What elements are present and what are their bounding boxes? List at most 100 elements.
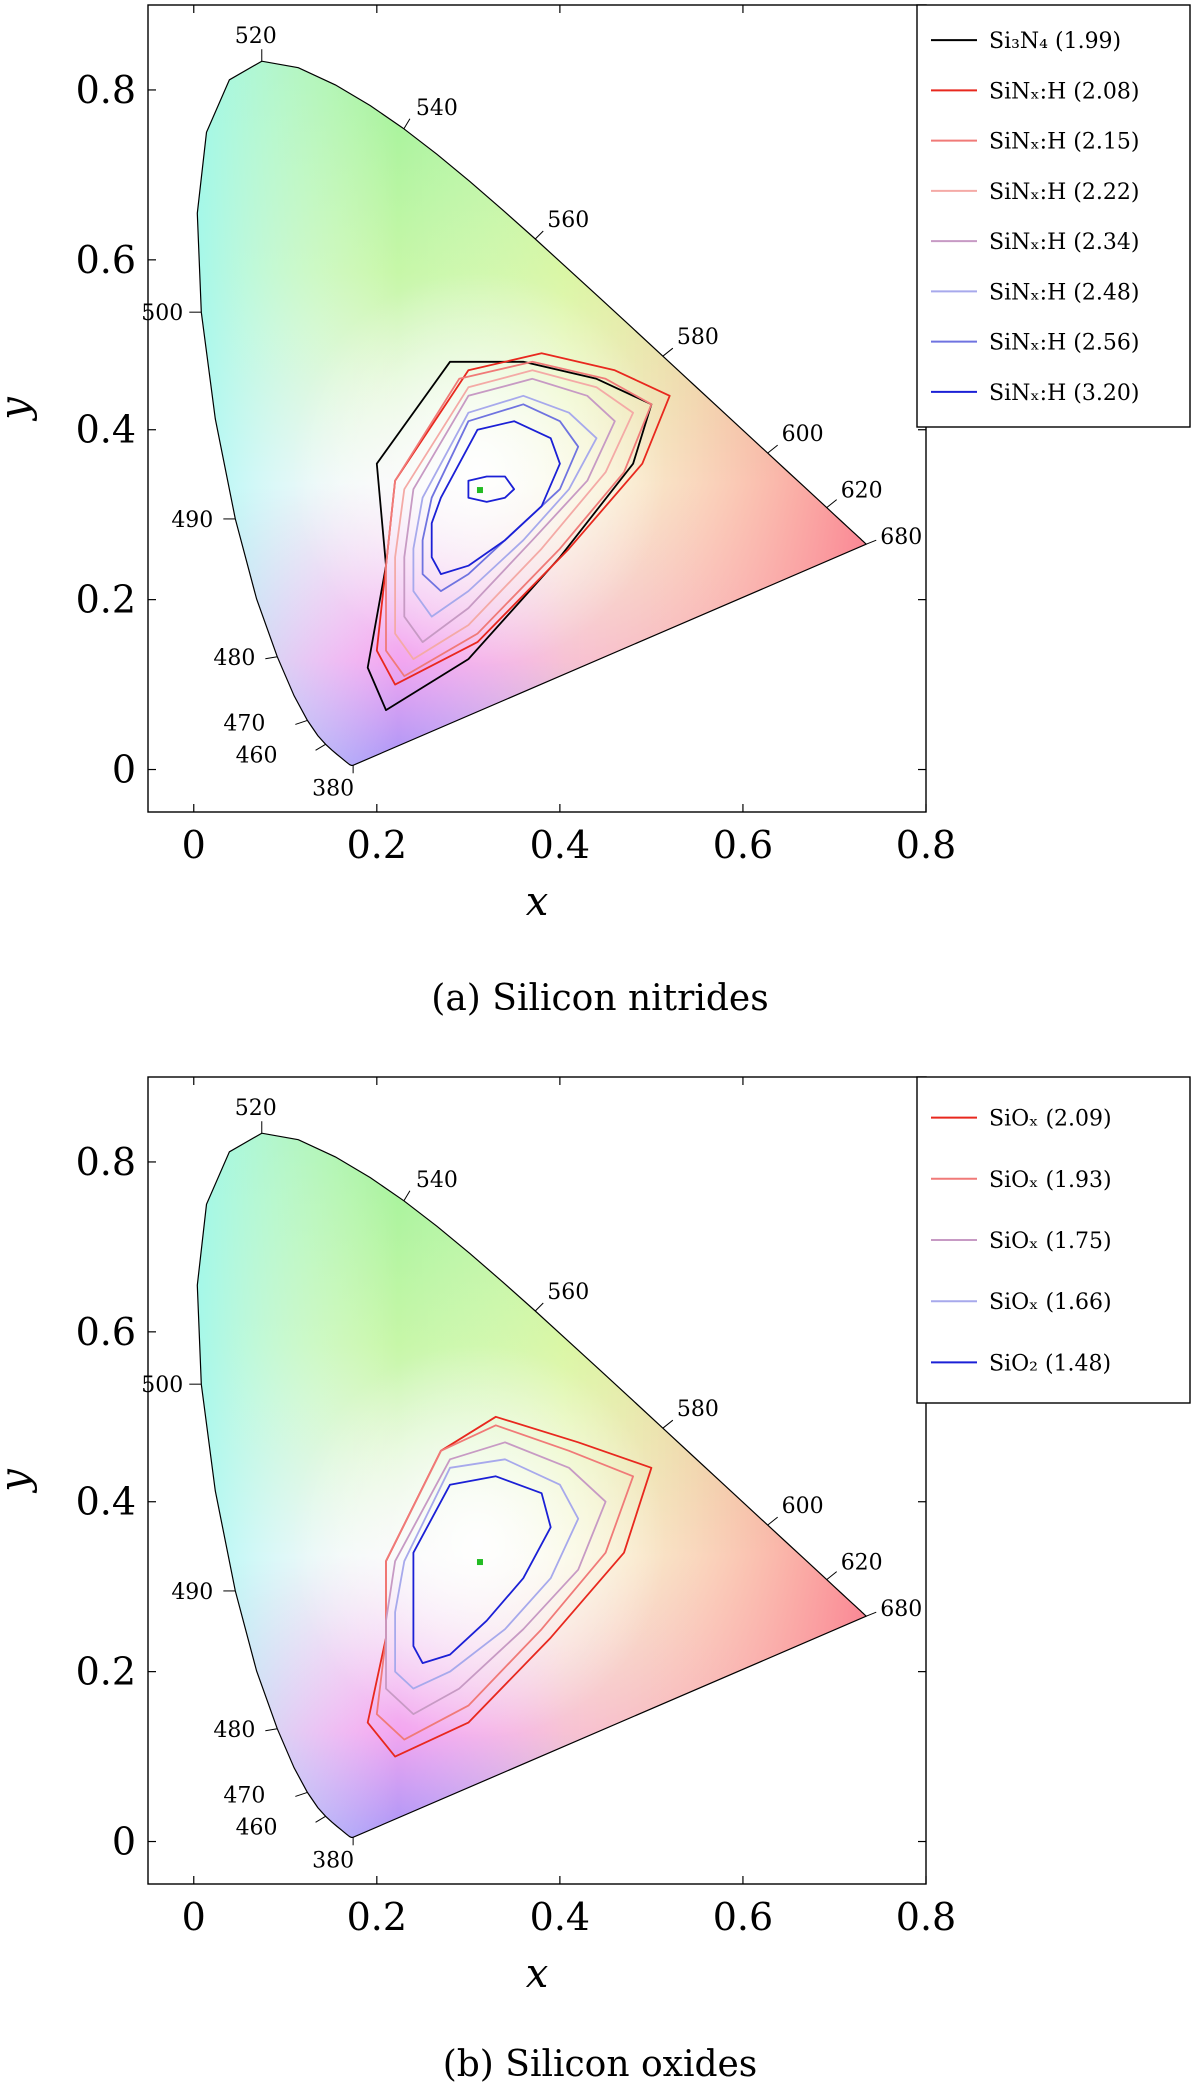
x-tick-label: 0 — [182, 1895, 206, 1939]
wavelength-label-680: 680 — [880, 1597, 922, 1622]
y-tick-label: 0.8 — [76, 68, 136, 112]
wavelength-label-380: 380 — [312, 776, 354, 801]
y-tick-label: 0.6 — [76, 238, 136, 282]
wavelength-label-490: 490 — [171, 508, 213, 533]
white-point-marker — [476, 1559, 483, 1566]
legend-label: Si₃N₄ (1.99) — [989, 29, 1121, 54]
x-axis-title: x — [526, 879, 549, 925]
y-tick-label: 0.4 — [76, 1480, 136, 1524]
wavelength-label-680: 680 — [880, 525, 922, 550]
x-tick-label: 0 — [182, 823, 206, 867]
wavelength-label-540: 540 — [416, 1168, 458, 1193]
series-curve-4 — [403, 377, 616, 643]
x-axis-title: x — [526, 1951, 549, 1997]
wavelength-tick — [265, 656, 278, 660]
wavelength-tick — [826, 499, 838, 509]
x-tick-label: 0.2 — [347, 823, 407, 867]
wavelength-label-580: 580 — [677, 1397, 719, 1422]
legend-box — [916, 4, 1191, 428]
wavelength-label-540: 540 — [416, 96, 458, 121]
wavelength-tick — [295, 719, 308, 725]
panel-caption: (a) Silicon nitrides — [431, 978, 768, 1019]
axes-frame — [147, 1076, 927, 1885]
legend-label: SiOₓ (1.75) — [989, 1229, 1112, 1254]
wavelength-tick — [866, 539, 877, 545]
x-tick-label: 0.6 — [713, 1895, 773, 1939]
x-tick-label: 0.8 — [896, 1895, 956, 1939]
y-tick-label: 0.8 — [76, 1140, 136, 1184]
wavelength-label-620: 620 — [841, 1551, 883, 1576]
y-axis-title: y — [0, 396, 38, 422]
legend-label: SiNₓ:H (2.34) — [989, 230, 1139, 255]
wavelength-label-560: 560 — [547, 208, 589, 233]
wavelength-label-460: 460 — [236, 743, 278, 768]
spectral-locus — [196, 1132, 868, 1839]
wavelength-label-520: 520 — [235, 24, 277, 49]
y-tick-label: 0 — [112, 1820, 136, 1864]
wavelength-tick — [767, 444, 778, 454]
x-tick-label: 0.6 — [713, 823, 773, 867]
legend-label: SiNₓ:H (2.48) — [989, 280, 1139, 305]
wavelength-label-600: 600 — [782, 422, 824, 447]
series-curve-0 — [366, 360, 653, 711]
legend-label: SiOₓ (2.09) — [989, 1107, 1112, 1132]
series-curve-4 — [412, 1475, 552, 1664]
y-tick-label: 0.2 — [76, 1650, 136, 1694]
legend-label: SiOₓ (1.93) — [989, 1168, 1112, 1193]
wavelength-label-520: 520 — [235, 1096, 277, 1121]
wavelength-label-380: 380 — [312, 1848, 354, 1873]
series-curve-1 — [375, 352, 671, 686]
x-tick-label: 0.2 — [347, 1895, 407, 1939]
wavelength-tick — [534, 230, 544, 240]
y-tick-label: 0 — [112, 748, 136, 792]
wavelength-label-490: 490 — [171, 1580, 213, 1605]
wavelength-tick — [315, 743, 326, 751]
legend-label: SiNₓ:H (2.22) — [989, 180, 1139, 205]
wavelength-label-480: 480 — [213, 1718, 255, 1743]
wavelength-tick — [767, 1516, 778, 1526]
wavelength-label-620: 620 — [841, 479, 883, 504]
series-curve-0 — [366, 1415, 653, 1758]
spectral-locus — [196, 60, 868, 767]
x-tick-label: 0.8 — [896, 823, 956, 867]
series-curve-8 — [467, 475, 515, 503]
x-tick-label: 0.4 — [530, 823, 590, 867]
legend-label: SiNₓ:H (2.15) — [989, 130, 1139, 155]
y-tick-label: 0.2 — [76, 578, 136, 622]
wavelength-label-500: 500 — [141, 301, 183, 326]
series-curve-5 — [412, 394, 598, 618]
series-curve-1 — [375, 1424, 634, 1741]
wavelength-label-480: 480 — [213, 646, 255, 671]
wavelength-tick — [295, 1791, 308, 1797]
x-tick-label: 0.4 — [530, 1895, 590, 1939]
wavelength-label-460: 460 — [236, 1815, 278, 1840]
series-curve-2 — [385, 1441, 607, 1715]
wavelength-tick — [662, 1419, 674, 1429]
y-tick-label: 0.4 — [76, 408, 136, 452]
wavelength-tick — [403, 118, 411, 130]
wavelength-label-470: 470 — [223, 1783, 265, 1808]
wavelength-tick — [315, 1815, 326, 1823]
wavelength-tick — [662, 347, 674, 357]
wavelength-label-470: 470 — [223, 711, 265, 736]
wavelength-label-600: 600 — [782, 1494, 824, 1519]
legend-label: SiO₂ (1.48) — [989, 1351, 1111, 1376]
panel-silicon-nitrides: 380 460 470 480 490 500 520 540 560 580 600 620 680 0… — [0, 4, 1191, 1019]
white-point-marker — [476, 487, 483, 494]
wavelength-label-580: 580 — [677, 325, 719, 350]
y-tick-label: 0.6 — [76, 1310, 136, 1354]
y-axis-title: y — [0, 1468, 38, 1494]
panel-silicon-oxides: 380 460 470 480 490 500 520 540 560 580 600 620 680 0… — [0, 1076, 1191, 2085]
wavelength-label-500: 500 — [141, 1373, 183, 1398]
series-curve-2 — [385, 360, 653, 677]
wavelength-tick — [866, 1611, 877, 1617]
panel-caption: (b) Silicon oxides — [443, 2044, 758, 2085]
legend-label: SiNₓ:H (2.56) — [989, 331, 1139, 356]
legend: Si₃N₄ (1.99) SiNₓ:H (2.08) SiNₓ:H (2.15) Si… — [916, 4, 1191, 428]
legend: SiOₓ (2.09) SiOₓ (1.93) SiOₓ (1.75) SiOₓ (1… — [916, 1076, 1191, 1404]
wavelength-label-560: 560 — [547, 1280, 589, 1305]
series-curve-7 — [430, 420, 561, 575]
series-curve-3 — [394, 369, 634, 660]
gamut-white-overlay — [197, 61, 867, 766]
